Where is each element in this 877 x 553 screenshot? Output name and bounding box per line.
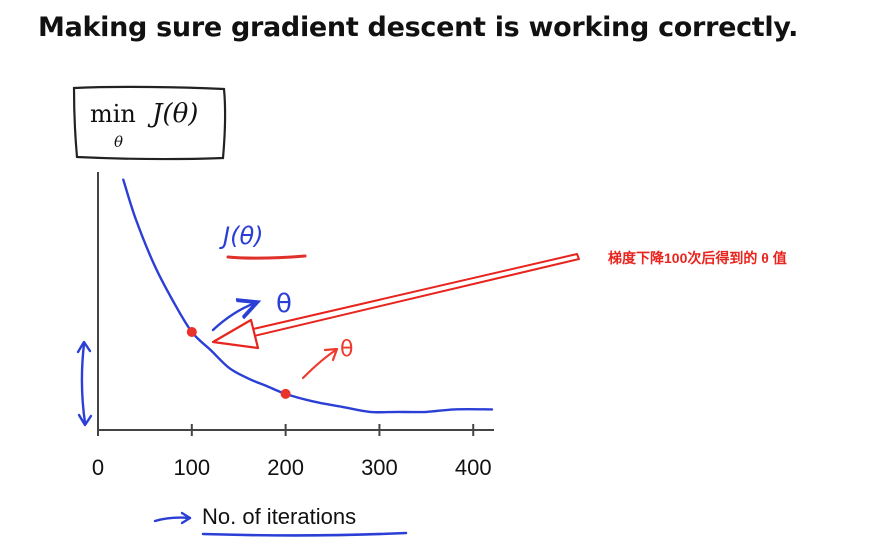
x-tick-label-400: 400 [455, 455, 492, 480]
blue-theta-annotation: θ [211, 289, 292, 332]
x-ticks [97, 424, 475, 436]
red-theta-label: θ [340, 337, 353, 362]
callout-arrow [211, 253, 580, 350]
blue-theta-label: θ [276, 289, 292, 319]
highlighted-points [186, 326, 291, 399]
slide-title: Making sure gradient descent is working … [38, 12, 799, 43]
handwritten-j-theta-label: J(θ) [219, 222, 264, 250]
x-tick-labels: 0 100 200 300 400 [92, 455, 492, 480]
callout-arrowhead-icon [211, 318, 260, 350]
formula-min: min [90, 100, 136, 128]
j-theta-underline [226, 254, 307, 260]
axes [97, 172, 494, 431]
x-label-arrow-icon [153, 516, 192, 523]
y-double-arrow-icon [76, 340, 93, 427]
cost-curve-line [122, 178, 494, 414]
x-label-underline [201, 531, 408, 537]
formula-box [72, 85, 227, 161]
x-axis-title: No. of iterations [153, 504, 408, 537]
blue-arrow-icon [211, 303, 255, 332]
objective-formula: min θ J(θ) [72, 85, 227, 161]
formula-subscript: θ [114, 133, 123, 151]
x-tick-label-100: 100 [173, 455, 210, 480]
x-tick-label-200: 200 [267, 455, 304, 480]
highlight-point-100 [186, 326, 197, 337]
x-axis-label: No. of iterations [202, 504, 356, 529]
handwritten-j-theta: J(θ) [219, 222, 307, 260]
highlight-point-200 [280, 388, 291, 399]
x-tick-label-0: 0 [92, 455, 104, 480]
red-theta-annotation: θ [301, 337, 353, 380]
x-tick-label-300: 300 [361, 455, 398, 480]
red-arrow-icon [301, 348, 338, 380]
callout-annotation-text: 梯度下降100次后得到的 θ 值 [608, 250, 787, 266]
formula-function: J(θ) [147, 99, 198, 129]
